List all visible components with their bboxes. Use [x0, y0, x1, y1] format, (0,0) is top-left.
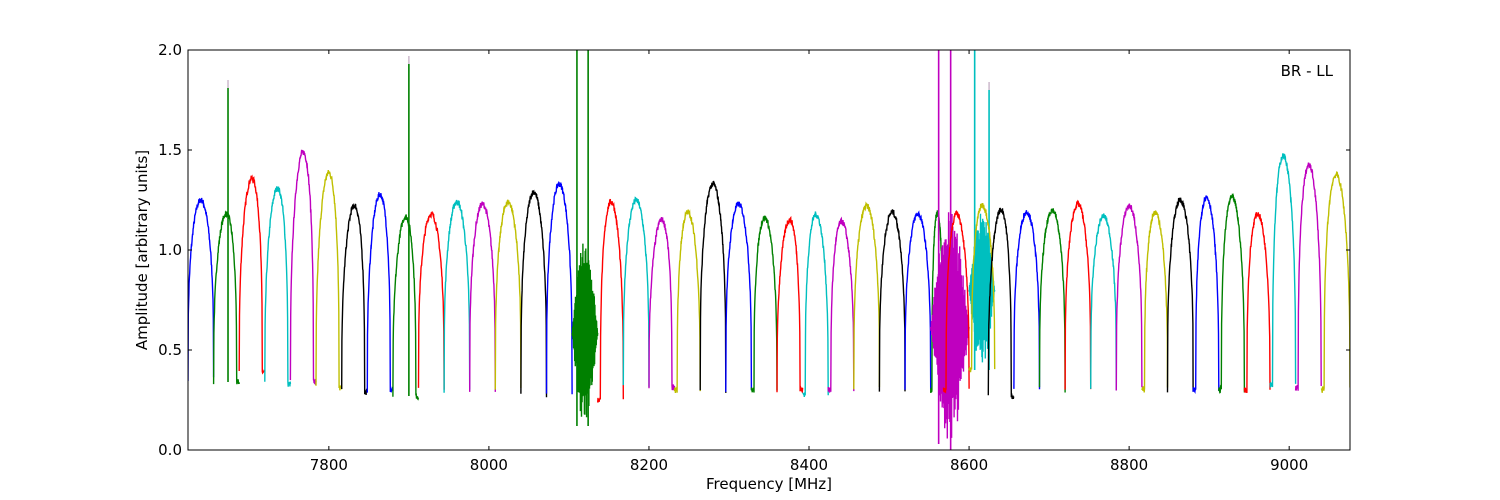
x-tick-label: 8000 — [470, 456, 508, 474]
series-layer — [188, 50, 1350, 450]
series-line-blue — [188, 197, 215, 382]
series-line-magenta — [827, 216, 855, 394]
series-line-black — [878, 209, 906, 392]
y-tick-label: 0.0 — [158, 441, 182, 459]
series-line-cyan — [802, 211, 829, 397]
series-line-black — [987, 207, 1015, 400]
series-line-magenta — [648, 216, 676, 391]
x-tick-label: 8800 — [1110, 456, 1148, 474]
series-line-olive — [673, 209, 701, 393]
series-line-olive — [1320, 170, 1350, 393]
series-line-black — [520, 189, 548, 398]
series-line-red — [1064, 199, 1092, 390]
series-line-magenta — [1294, 162, 1322, 391]
series-line-cyan — [264, 186, 292, 387]
series-line-blue — [904, 210, 932, 390]
series-line-green — [392, 214, 420, 401]
series-line-cyan — [622, 196, 650, 387]
series-line-black — [699, 180, 727, 393]
series-line-red — [597, 198, 624, 403]
series-line-green — [1038, 208, 1066, 393]
series-line-black — [341, 202, 368, 395]
series-line-olive — [968, 202, 996, 373]
series-line-black — [1166, 197, 1194, 393]
y-tick-label: 1.0 — [158, 241, 182, 259]
series-line-olive — [853, 201, 881, 390]
series-line-magenta — [469, 201, 496, 392]
series-line-green — [212, 210, 240, 385]
annotation-label: BR - LL — [1281, 62, 1334, 80]
series-line-red — [942, 210, 970, 394]
x-tick-label: 9000 — [1270, 456, 1308, 474]
series-line-olive — [494, 199, 522, 390]
series-line-blue — [1013, 210, 1041, 390]
series-line-blue — [725, 201, 753, 392]
series-line-blue — [1192, 195, 1220, 395]
series-line-green — [750, 215, 778, 393]
series-line-cyan — [1269, 153, 1297, 389]
series-line-red — [1243, 212, 1271, 393]
x-axis-title: Frequency [MHz] — [706, 475, 832, 493]
y-tick-label: 1.5 — [158, 141, 182, 159]
series-line-blue — [366, 192, 394, 394]
x-tick-label: 8400 — [790, 456, 828, 474]
x-tick-label: 8600 — [950, 456, 988, 474]
y-axis-title: Amplitude [arbitrary units] — [133, 150, 151, 350]
series-line-cyan — [443, 199, 471, 393]
x-tick-label: 8200 — [630, 456, 668, 474]
y-tick-label: 2.0 — [158, 41, 182, 59]
series-line-magenta — [289, 149, 317, 386]
y-tick-label: 0.5 — [158, 341, 182, 359]
series-line-olive — [1141, 210, 1169, 393]
series-line-red — [238, 174, 266, 375]
x-tick-label: 7800 — [310, 456, 348, 474]
series-line-magenta — [1115, 203, 1143, 391]
series-line-cyan — [968, 213, 996, 363]
ticks-layer: 7800 8000 8200 8400 8600 8800 9000 0.0 0.5 1.0 1.5… — [158, 41, 1350, 474]
series-line-blue — [545, 181, 573, 395]
series-line-red — [417, 211, 445, 390]
series-line-olive — [315, 170, 343, 391]
series-line-cyan — [1089, 213, 1118, 391]
series-line-green — [1218, 192, 1246, 394]
series-line-red — [776, 215, 804, 394]
